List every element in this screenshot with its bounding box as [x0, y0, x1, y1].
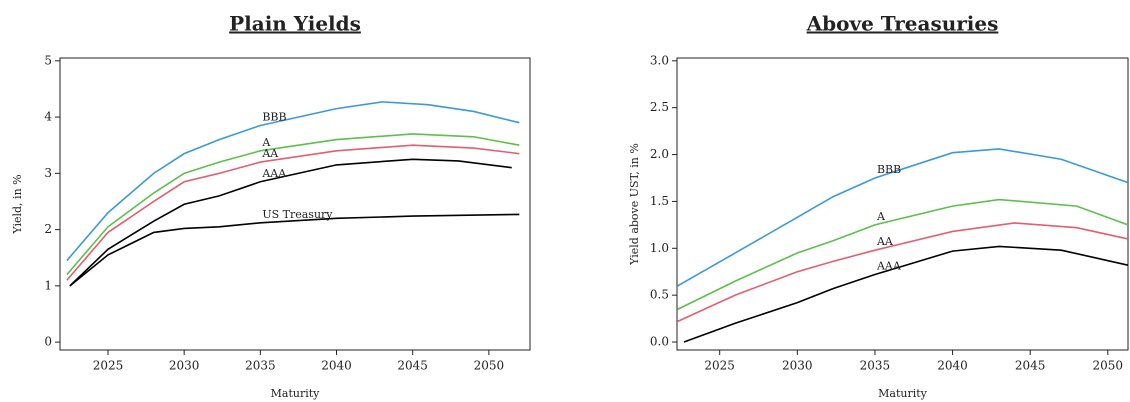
- y-tick-label: 3.0: [650, 53, 669, 67]
- x-tick-label: 2025: [704, 359, 735, 373]
- plot-frame: [59, 57, 531, 351]
- x-tick-label: 2025: [93, 359, 124, 373]
- curve: [66, 133, 520, 276]
- y-tick-label: 4: [44, 110, 52, 124]
- curve-label: BBB: [262, 111, 286, 124]
- y-tick-label: 0: [44, 335, 52, 349]
- plot-frame: [676, 57, 1129, 351]
- curve-label: A: [876, 210, 886, 223]
- y-tick-label: 1.5: [650, 194, 669, 208]
- y-tick-label: 0.0: [650, 335, 669, 349]
- curve-label: BBB: [877, 163, 901, 176]
- curve-label: AA: [876, 235, 894, 248]
- chart-title: Above Treasuries: [806, 12, 999, 36]
- y-axis-title: Yield above UST, in %: [628, 143, 641, 266]
- curve: [677, 198, 1129, 310]
- x-tick-label: 2030: [782, 359, 813, 373]
- y-tick-label: 3: [44, 166, 52, 180]
- curve: [66, 101, 520, 262]
- y-tick-label: 5: [44, 53, 52, 67]
- x-tick-label: 2040: [321, 359, 352, 373]
- x-tick-label: 2050: [1093, 359, 1124, 373]
- curve-label: US Treasury: [262, 208, 333, 221]
- x-tick-label: 2035: [245, 359, 276, 373]
- x-tick-label: 2045: [1015, 359, 1046, 373]
- curve: [66, 144, 520, 281]
- y-tick-label: 0.5: [650, 288, 669, 302]
- curve-label: AA: [261, 147, 279, 160]
- y-tick-label: 1.0: [650, 241, 669, 255]
- curve: [677, 222, 1129, 323]
- curve: [69, 158, 512, 287]
- panel: Above Treasuries 2025 2030 2035 2040 2045 2050…: [628, 12, 1129, 400]
- x-tick-label: 2030: [169, 359, 200, 373]
- x-tick-label: 2050: [474, 359, 505, 373]
- curve-label: AAA: [876, 260, 902, 273]
- y-tick-label: 1: [44, 278, 52, 292]
- x-tick-label: 2035: [860, 359, 891, 373]
- y-axis-title: Yield, in %: [11, 174, 24, 234]
- panel: Plain Yields 2025 2030 2035 2040 2045 2050 0 1 2 3…: [11, 12, 531, 400]
- curve-label: AAA: [261, 167, 287, 180]
- curve: [683, 245, 1129, 343]
- x-axis-title: Maturity: [878, 387, 928, 400]
- curve: [69, 213, 520, 287]
- x-tick-label: 2040: [937, 359, 968, 373]
- y-tick-label: 2: [44, 222, 52, 236]
- y-tick-label: 2.5: [650, 100, 669, 114]
- chart-title: Plain Yields: [229, 12, 361, 36]
- curve-label: A: [261, 136, 271, 149]
- x-tick-label: 2045: [397, 359, 428, 373]
- y-tick-label: 2.0: [650, 147, 669, 161]
- x-axis-title: Maturity: [271, 387, 321, 400]
- curve: [677, 148, 1129, 287]
